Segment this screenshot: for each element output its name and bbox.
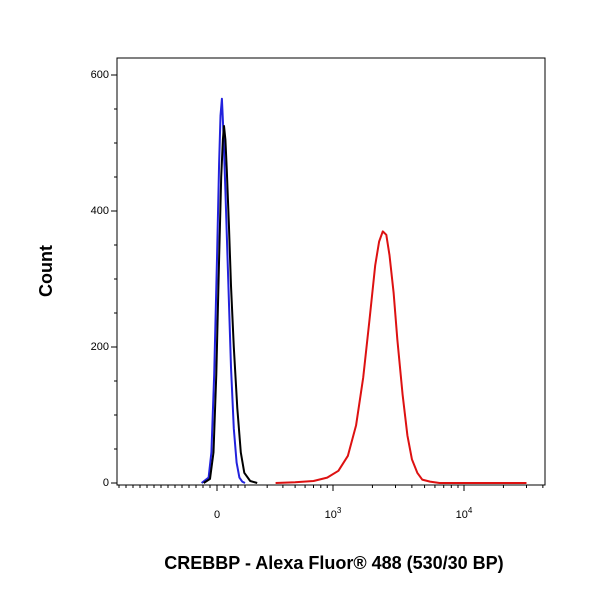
x-tick-label: 103 — [325, 506, 342, 521]
histogram-series-line — [203, 125, 258, 484]
y-tick-label: 600 — [91, 69, 109, 81]
histogram-series-line — [275, 230, 527, 484]
x-axis: 0 103 104 — [118, 485, 544, 521]
y-tick-label: 200 — [91, 341, 109, 353]
y-tick-label: 0 — [103, 477, 109, 489]
y-axis-title: Count — [36, 245, 56, 297]
y-tick-label: 400 — [91, 205, 109, 217]
x-tick-label: 104 — [456, 506, 473, 521]
series-layer — [200, 97, 527, 484]
y-axis: 0 200 400 600 — [91, 69, 117, 489]
plot-frame — [116, 57, 546, 486]
x-tick-label: 0 — [214, 509, 220, 521]
x-axis-title: CREBBP - Alexa Fluor® 488 (530/30 BP) — [164, 553, 503, 573]
